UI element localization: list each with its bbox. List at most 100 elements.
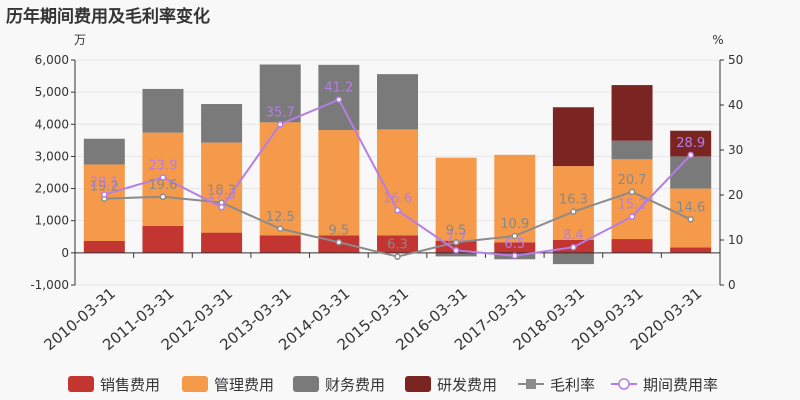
point-period_expense [335,96,343,103]
bar-finance [142,88,184,133]
legend-label: 研发费用 [437,376,497,394]
data-label-gross_margin: 9.5 [329,223,350,238]
data-label-gross_margin: 18.3 [207,184,236,199]
left-tick-label: 3,000 [35,149,69,163]
bar-admin [259,122,301,236]
point-period_expense [570,243,577,251]
point-period_expense [101,191,108,198]
legend-label: 管理费用 [214,376,274,394]
bar-sales [142,225,184,253]
legend-swatch [405,376,431,392]
data-label-gross_margin: 12.5 [266,210,295,225]
bar-sales [377,235,418,253]
bar-finance [552,252,594,265]
point-gross_margin [276,225,284,232]
bar-admin [318,130,360,236]
bar-finance [377,74,418,130]
point-gross_margin [628,188,636,196]
point-gross_margin [159,193,167,201]
bar-sales [494,242,536,253]
left-tick-label: -1,000 [30,278,69,292]
left-tick-label: 5,000 [35,85,69,99]
data-label-period_expense: 41.2 [324,81,353,96]
bar-sales [611,239,653,253]
point-period_expense [628,213,636,220]
data-label-period_expense: 6.5 [504,237,525,252]
bar-finance [201,104,243,143]
data-label-gross_margin: 16.3 [559,193,588,208]
data-label-gross_margin: 19.2 [90,180,119,195]
left-tick-label: 1,000 [35,214,69,228]
bar-admin [83,164,125,241]
data-label-period_expense: 7.7 [446,231,467,246]
point-gross_margin [570,208,577,215]
data-label-period_expense: 16.6 [383,191,412,206]
bar-finance [83,138,125,165]
legend-swatch [68,376,94,392]
legend-swatch [182,376,208,392]
left-tick-label: 0 [61,246,69,260]
point-period_expense [511,252,519,259]
point-period_expense [687,151,694,159]
point-gross_margin [394,253,401,260]
left-tick-label: 6,000 [35,53,69,67]
bar-admin [552,166,594,240]
point-period_expense [452,247,460,254]
bar-finance [259,64,301,123]
data-label-period_expense: 28.9 [676,136,705,151]
bar-finance [670,156,712,189]
bar-sales [259,235,301,253]
point-period_expense [218,203,225,211]
point-gross_margin [687,216,694,223]
legend-label: 财务费用 [325,376,385,394]
chart-title: 历年期间费用及毛利率变化 [6,7,210,27]
data-label-period_expense: 17.3 [207,188,236,203]
data-label-gross_margin: 9.5 [446,223,467,238]
bar-finance [435,252,477,257]
data-label-gross_margin: 10.9 [500,217,529,232]
bar-layer [83,64,712,265]
data-label-gross_margin: 6.3 [387,238,408,253]
right-tick-label: 50 [728,53,743,67]
bar-sales [83,240,125,253]
legend-label: 销售费用 [100,376,160,394]
right-tick-label: 10 [728,233,743,247]
label-layer: 19.2 19.6 18.3 12.5 9.5 6.3 9.5 10.9 16.3 20.7 14.… [90,81,705,253]
legend-marker [618,378,630,390]
data-label-period_expense: 20.1 [90,176,119,191]
line-layer [101,96,694,260]
legend-label: 毛利率 [550,376,595,394]
data-label-period_expense: 8.4 [563,228,584,243]
bar-rd [552,107,594,167]
data-label-period_expense: 15.2 [618,198,647,213]
bar-admin [494,154,536,243]
legend-swatch [293,376,319,392]
bar-sales [201,232,243,253]
right-axis-unit: % [712,33,723,47]
bar-admin [435,157,477,241]
left-tick-label: 4,000 [35,117,69,131]
data-label-gross_margin: 14.6 [676,200,705,215]
bar-finance [611,140,653,160]
left-axis-unit: 万 [74,33,86,47]
right-tick-label: 0 [728,278,736,292]
data-label-gross_margin: 19.6 [148,178,177,193]
data-label-period_expense: 23.9 [148,158,177,173]
data-label-period_expense: 35.7 [266,105,295,120]
right-tick-label: 30 [728,143,743,157]
legend-label: 期间费用率 [643,376,718,394]
point-period_expense [276,121,284,128]
point-gross_margin [335,239,343,246]
point-gross_margin [452,239,460,246]
point-period_expense [394,207,401,214]
bar-rd [611,85,653,141]
data-label-gross_margin: 20.7 [618,173,647,188]
point-gross_margin [511,232,519,240]
right-tick-label: 20 [728,188,743,202]
right-tick-label: 40 [728,98,743,112]
legend-layer: 销售费用 管理费用 财务费用 研发费用 毛利率 期间费用率 [68,376,718,394]
point-period_expense [159,174,167,181]
legend-marker [526,379,536,389]
left-tick-label: 2,000 [35,182,69,196]
